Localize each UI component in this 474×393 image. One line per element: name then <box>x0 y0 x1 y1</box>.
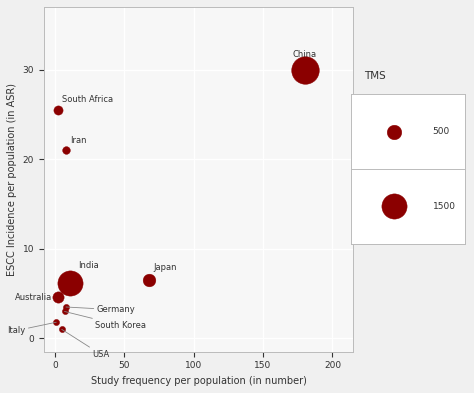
Text: India: India <box>78 261 99 270</box>
Point <box>53 319 60 325</box>
Text: Australia: Australia <box>15 293 52 302</box>
Text: Iran: Iran <box>70 136 87 145</box>
Text: 1500: 1500 <box>433 202 456 211</box>
Text: TMS: TMS <box>365 71 386 81</box>
Text: Italy: Italy <box>8 322 56 335</box>
Point <box>54 294 62 300</box>
Text: USA: USA <box>62 329 109 359</box>
Text: South Korea: South Korea <box>64 312 146 330</box>
Point <box>54 107 62 113</box>
Point <box>390 203 398 209</box>
Point <box>301 66 309 73</box>
Text: China: China <box>292 50 317 59</box>
Text: Japan: Japan <box>154 263 177 272</box>
X-axis label: Study frequency per population (in number): Study frequency per population (in numbe… <box>91 376 307 386</box>
Text: South Africa: South Africa <box>62 95 113 105</box>
Point <box>146 277 153 283</box>
Point <box>390 129 398 135</box>
Point <box>62 147 70 153</box>
Text: 500: 500 <box>433 127 450 136</box>
Point <box>66 280 74 286</box>
Point <box>61 309 68 315</box>
Text: Germany: Germany <box>66 305 135 314</box>
Point <box>62 304 70 310</box>
Y-axis label: ESCC Incidence per population (in ASR): ESCC Incidence per population (in ASR) <box>7 83 17 276</box>
Point <box>58 326 65 332</box>
